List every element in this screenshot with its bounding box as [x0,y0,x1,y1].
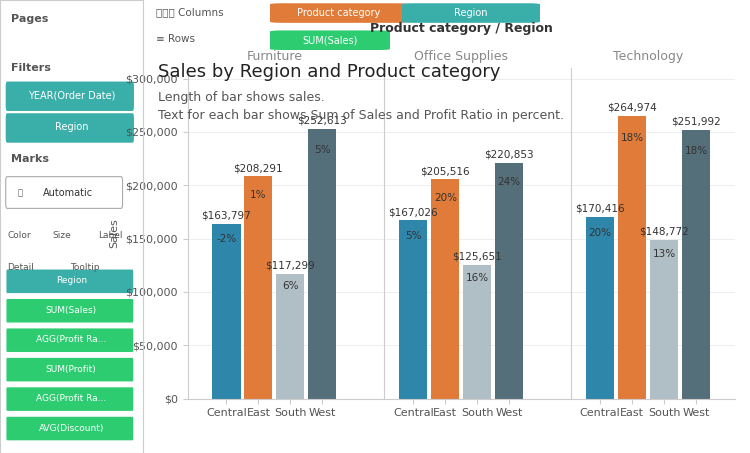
Bar [495,163,524,399]
Text: 18%: 18% [685,146,707,156]
Text: 16%: 16% [466,273,489,283]
Text: $251,992: $251,992 [671,116,721,127]
Text: $125,651: $125,651 [452,251,502,261]
Y-axis label: Sales: Sales [110,218,119,248]
FancyBboxPatch shape [7,358,133,381]
Text: 6%: 6% [282,281,298,291]
Text: Sales by Region and Product category: Sales by Region and Product category [158,63,500,82]
Text: $148,772: $148,772 [639,227,689,237]
Text: Text for each bar shows Sum of Sales and Profit Ratio in percent.: Text for each bar shows Sum of Sales and… [158,109,563,122]
Text: 5%: 5% [314,145,331,155]
Text: AGG(Profit Ra...: AGG(Profit Ra... [36,335,106,344]
Bar [682,130,710,399]
Text: Product category / Region: Product category / Region [370,22,553,35]
Bar [212,224,241,399]
Text: AGG(Profit Ra...: AGG(Profit Ra... [36,394,106,403]
Text: Tooltip: Tooltip [70,263,99,272]
FancyBboxPatch shape [6,177,122,208]
FancyBboxPatch shape [7,299,133,323]
Bar [464,265,491,399]
Text: Size: Size [53,231,71,240]
Text: ≡ Rows: ≡ Rows [156,34,195,44]
Text: $208,291: $208,291 [233,163,284,173]
Text: ⬛: ⬛ [17,188,22,197]
FancyBboxPatch shape [6,113,134,143]
Text: $170,416: $170,416 [575,204,625,214]
Text: Marks: Marks [11,154,50,164]
Text: Color: Color [8,231,31,240]
Text: 20%: 20% [589,228,612,238]
Text: Technology: Technology [613,50,683,63]
FancyBboxPatch shape [7,417,133,440]
FancyBboxPatch shape [270,3,408,23]
FancyBboxPatch shape [7,328,133,352]
Text: Pages: Pages [11,14,49,24]
Bar [308,129,337,399]
Text: $117,299: $117,299 [266,260,315,270]
Text: Length of bar shows sales.: Length of bar shows sales. [158,91,324,104]
Text: -2%: -2% [216,234,236,245]
FancyBboxPatch shape [402,3,540,23]
Text: 24%: 24% [498,177,520,187]
Text: Office Supplies: Office Supplies [414,50,509,63]
Text: 18%: 18% [620,133,644,143]
Bar [650,240,678,399]
Text: Automatic: Automatic [43,188,93,198]
FancyBboxPatch shape [6,82,134,111]
Text: 20%: 20% [433,193,457,202]
Text: Detail: Detail [8,263,34,272]
Text: SUM(Profit): SUM(Profit) [46,365,97,374]
Bar [399,221,427,399]
Text: ⬛⬛⬛ Columns: ⬛⬛⬛ Columns [156,7,224,17]
Text: $167,026: $167,026 [388,207,438,217]
Text: Furniture: Furniture [247,50,302,63]
Text: 1%: 1% [251,190,267,200]
Text: YEAR(Order Date): YEAR(Order Date) [28,90,115,100]
Text: $220,853: $220,853 [484,150,534,160]
Text: Label: Label [98,231,123,240]
Bar [244,177,272,399]
Text: SUM(Sales): SUM(Sales) [302,35,358,45]
Text: Product category: Product category [297,8,380,18]
Text: Region: Region [454,8,488,18]
Bar [431,179,459,399]
Text: Region: Region [55,122,88,132]
FancyBboxPatch shape [7,387,133,411]
FancyBboxPatch shape [7,270,133,293]
Bar [276,274,304,399]
Text: Region: Region [56,276,87,285]
Text: 13%: 13% [652,250,676,260]
Text: $264,974: $264,974 [608,103,657,113]
Text: $252,613: $252,613 [298,116,347,126]
Bar [586,217,614,399]
Text: $205,516: $205,516 [421,166,470,176]
Text: Filters: Filters [11,63,51,73]
Text: SUM(Sales): SUM(Sales) [46,306,97,315]
Bar [618,116,646,399]
Text: AVG(Discount): AVG(Discount) [38,424,104,433]
Text: $163,797: $163,797 [202,211,251,221]
FancyBboxPatch shape [270,30,390,50]
Text: 5%: 5% [405,231,422,241]
